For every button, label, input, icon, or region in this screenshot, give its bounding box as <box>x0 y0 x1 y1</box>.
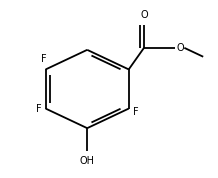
Text: F: F <box>133 107 139 117</box>
Text: F: F <box>41 54 46 64</box>
Text: O: O <box>140 10 148 20</box>
Text: O: O <box>176 43 184 53</box>
Text: OH: OH <box>80 156 95 166</box>
Text: F: F <box>36 104 41 114</box>
